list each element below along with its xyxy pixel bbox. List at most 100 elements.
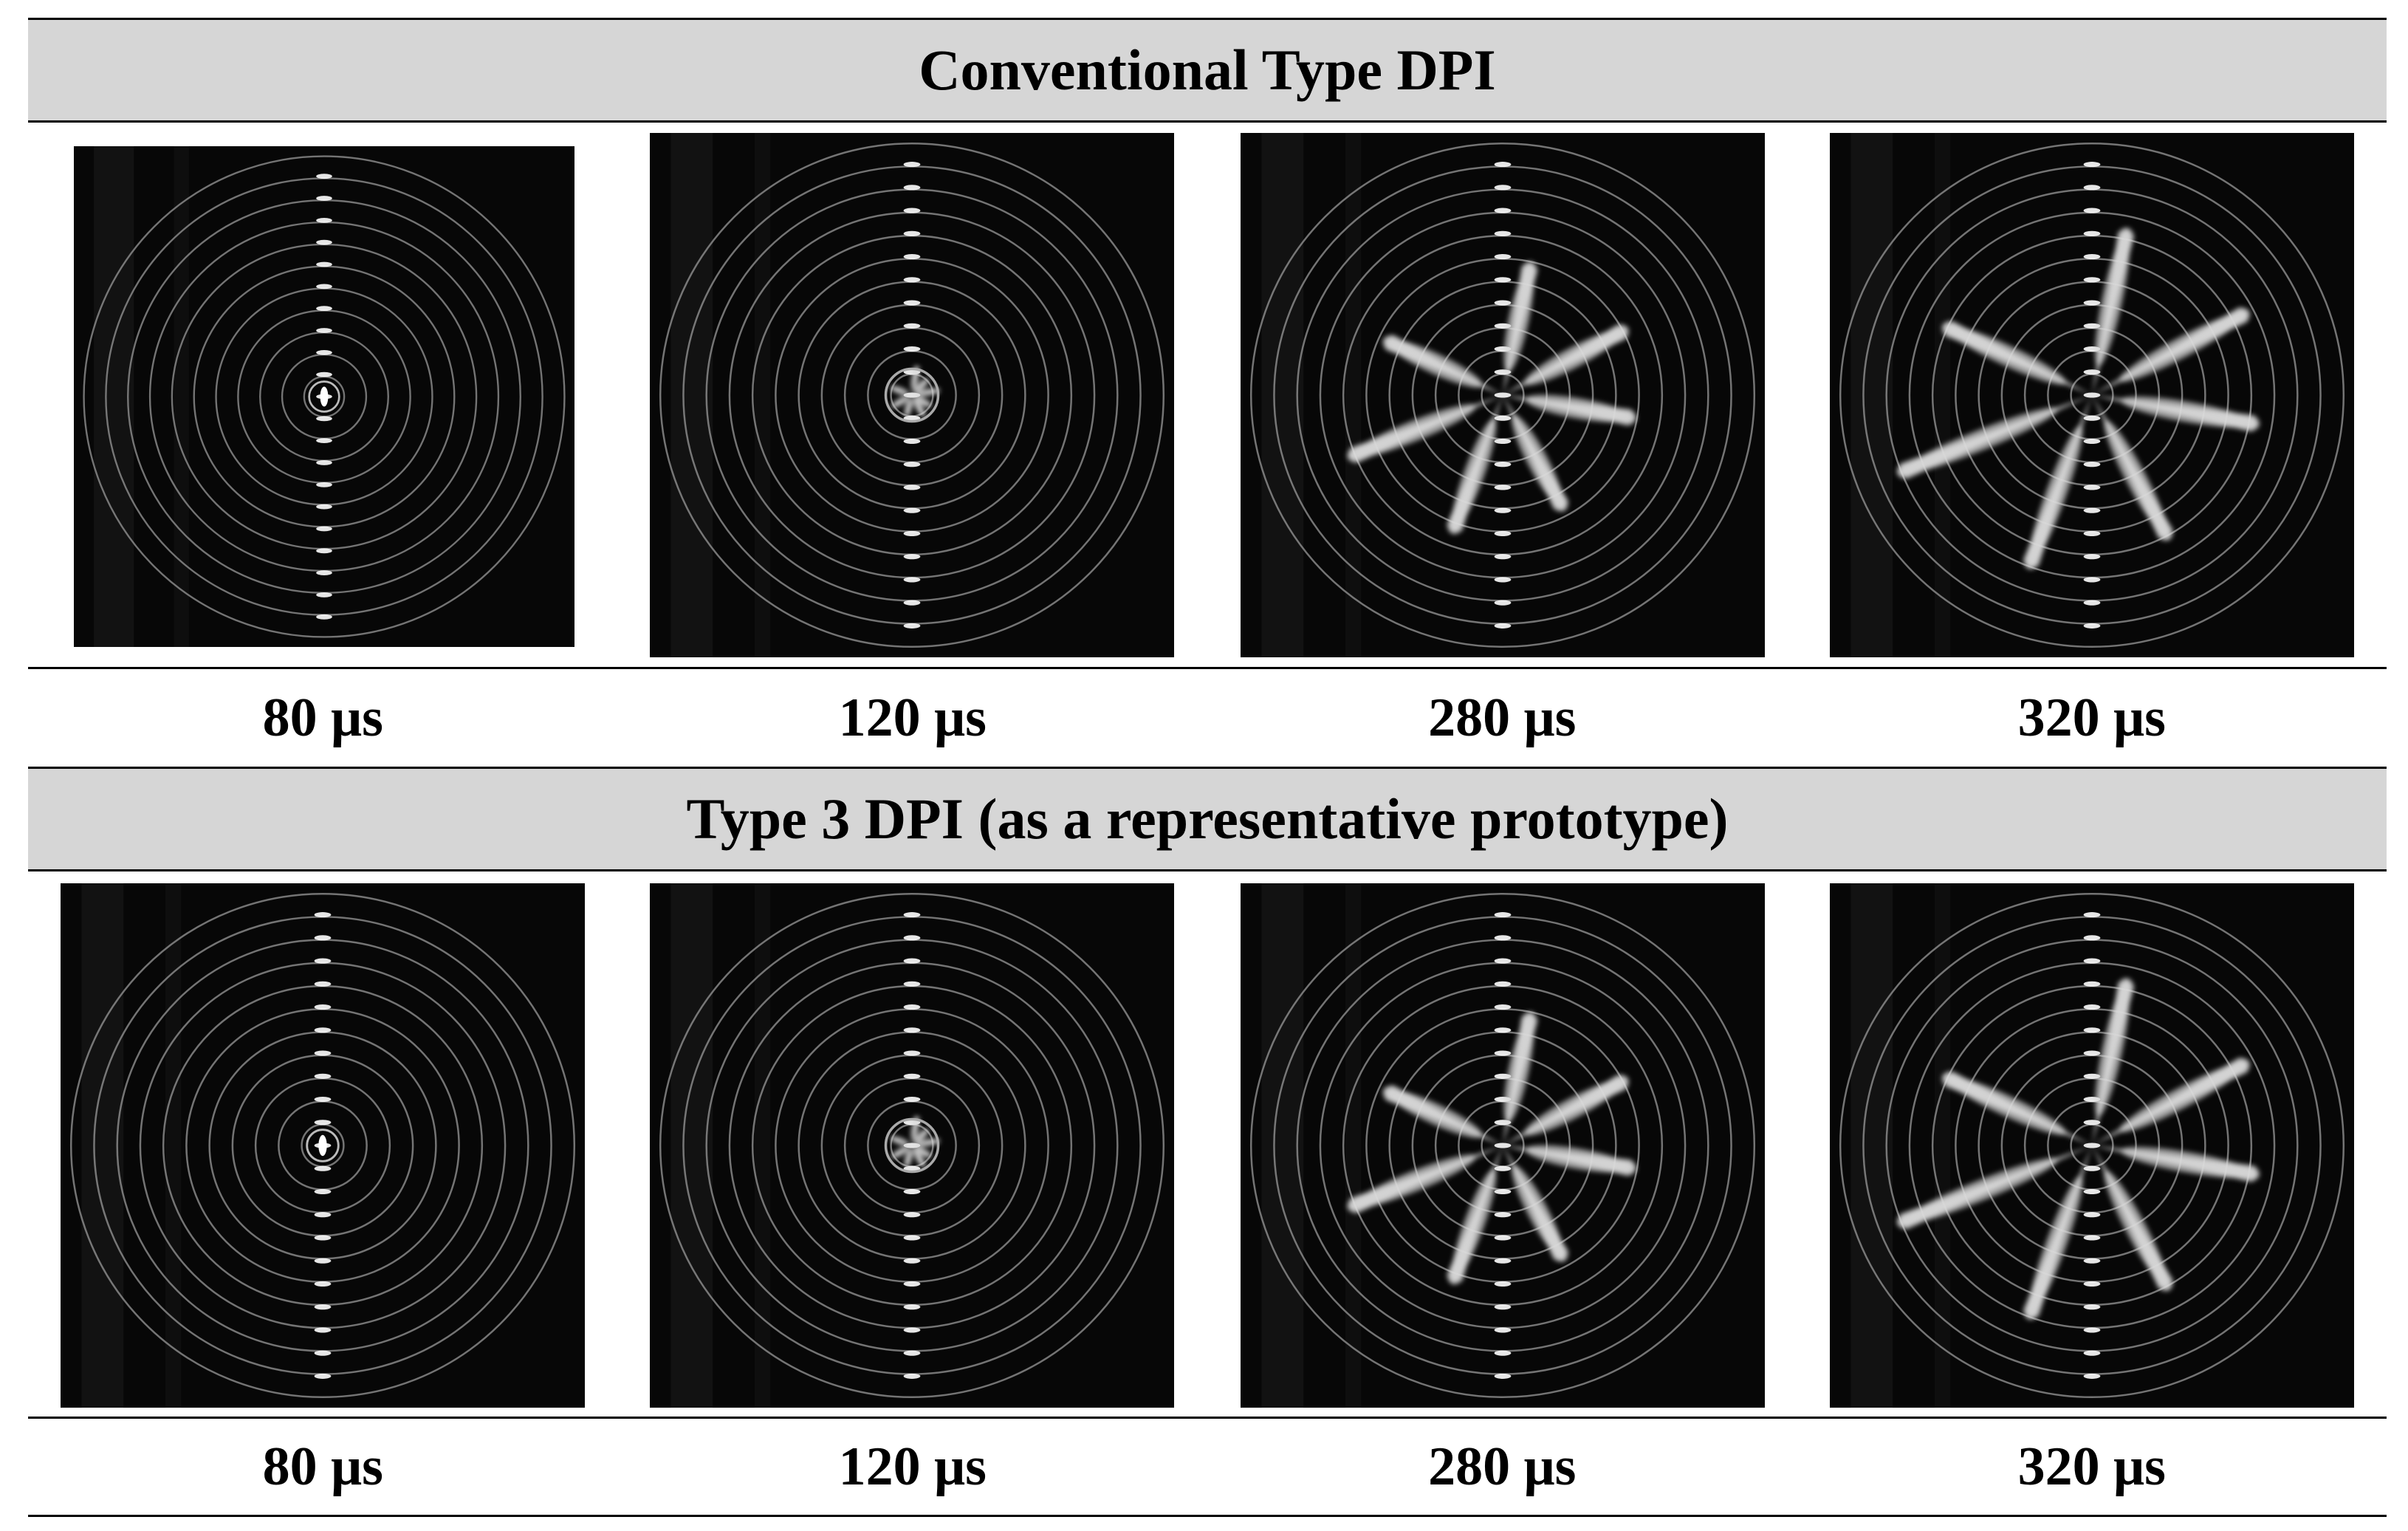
ring-highlight — [2083, 1143, 2101, 1148]
spray-plume-body — [1387, 1089, 1483, 1138]
ring-highlight — [903, 462, 921, 467]
ring-highlight — [314, 1027, 332, 1033]
spray-plume-body — [1451, 419, 1497, 530]
spray-plume-body — [1387, 339, 1483, 388]
ring-highlight — [1494, 230, 1512, 236]
time-label: 280 μs — [1428, 1436, 1577, 1497]
ring-highlight — [2083, 1350, 2101, 1356]
ring-highlight — [1494, 1235, 1512, 1241]
ring-highlight — [1494, 1027, 1512, 1033]
stripe — [1935, 133, 1951, 657]
ring-highlight — [1494, 1350, 1512, 1356]
spray-plume-body — [913, 1130, 927, 1144]
ring-highlight — [903, 507, 921, 513]
ring-highlight — [2083, 415, 2101, 421]
ring-highlight — [316, 328, 332, 333]
ring-highlight — [2083, 1188, 2101, 1195]
ring-highlight — [1494, 1050, 1512, 1056]
spray-plume-body — [2119, 312, 2247, 383]
ring-highlight — [1494, 935, 1512, 941]
spray-plume-body — [1899, 407, 2059, 474]
ring — [1839, 892, 2345, 1399]
ring-highlight — [903, 1073, 921, 1079]
spray-plume-body — [905, 398, 913, 415]
spray-plume-body — [910, 1117, 919, 1141]
spray-plume-body — [1451, 1169, 1497, 1281]
spray-plumes — [1896, 978, 2260, 1320]
spray-image — [74, 146, 574, 647]
ring-highlight — [2083, 1235, 2101, 1241]
ring-highlight — [2083, 230, 2101, 236]
ring-highlight — [903, 300, 921, 306]
ring-highlight — [1494, 530, 1512, 536]
ring-highlight — [314, 1327, 332, 1333]
ring-highlight — [314, 912, 332, 918]
bottom-rule — [28, 1515, 2387, 1517]
ring — [659, 142, 1165, 648]
spray-plume-body — [1946, 1075, 2067, 1135]
ring-highlight — [316, 217, 332, 223]
spray-plume-body — [1512, 1165, 1564, 1258]
ring-highlight — [903, 185, 921, 191]
nozzle-tip — [318, 1134, 327, 1157]
time-label-row-conventional: 80 μs 120 μs 280 μs 320 μs — [28, 669, 2387, 767]
ring-highlight — [1494, 1004, 1512, 1010]
spray-plume-body — [2028, 1175, 2083, 1317]
ring-highlight — [2083, 254, 2101, 260]
ring — [659, 892, 1165, 1399]
ring-highlight — [903, 1258, 921, 1264]
ring-highlight — [314, 1050, 332, 1056]
spray-plume-body — [1525, 394, 1633, 422]
ring-highlight — [1494, 162, 1512, 168]
ring-highlight — [1494, 1281, 1512, 1287]
ring-highlight — [314, 1188, 332, 1195]
ring-highlight — [314, 1235, 332, 1241]
ring-highlight — [316, 482, 332, 487]
ring-highlight — [2083, 1373, 2101, 1379]
ring-highlight — [2083, 600, 2101, 606]
stripe — [174, 146, 189, 647]
nozzle-tip — [320, 386, 329, 407]
ring-highlight — [1494, 554, 1512, 560]
header-rule — [28, 869, 2387, 871]
image-bottom-rule — [28, 1417, 2387, 1419]
time-label: 320 μs — [2017, 1436, 2166, 1497]
spray-plume-body — [1503, 266, 1534, 373]
spray-plume-body — [2095, 982, 2130, 1117]
ring-highlight — [903, 1004, 921, 1010]
spray-plumes — [1347, 261, 1636, 534]
ring-highlight — [903, 958, 921, 964]
ring-highlight — [1494, 507, 1512, 513]
spray-plume-body — [2028, 425, 2083, 566]
ring-highlight — [903, 230, 921, 236]
nozzle-ring — [884, 1117, 940, 1174]
ring-highlight — [1494, 438, 1512, 445]
spray-plume-body — [2095, 231, 2130, 366]
ring-highlight — [1494, 1304, 1512, 1310]
ring-highlight — [2083, 1027, 2101, 1033]
spray-plume-body — [914, 1146, 930, 1157]
ring-highlight — [903, 323, 921, 329]
ring-highlight — [316, 438, 332, 444]
ring-highlight — [316, 284, 332, 290]
ring-highlight — [316, 460, 332, 465]
ring-highlight — [316, 548, 332, 554]
ring-highlight — [2083, 1327, 2101, 1333]
spray-image — [61, 883, 585, 1408]
ring-highlight — [903, 1188, 921, 1195]
ring-highlight — [903, 438, 921, 445]
stripe — [1345, 883, 1362, 1408]
ring-highlight — [903, 1304, 921, 1310]
ring-highlight — [2083, 935, 2101, 941]
ring-highlight — [314, 1120, 332, 1126]
nozzle-ring — [884, 367, 940, 423]
time-label: 320 μs — [2017, 687, 2166, 748]
ring-highlight — [903, 577, 921, 583]
ring-highlight — [1494, 484, 1512, 490]
ring-highlight — [1494, 277, 1512, 283]
spray-plume-body — [1512, 414, 1564, 507]
ring-highlight — [903, 1281, 921, 1287]
time-label: 120 μs — [838, 687, 987, 748]
nozzle-ring — [308, 380, 340, 413]
ring-highlight — [1494, 254, 1512, 260]
